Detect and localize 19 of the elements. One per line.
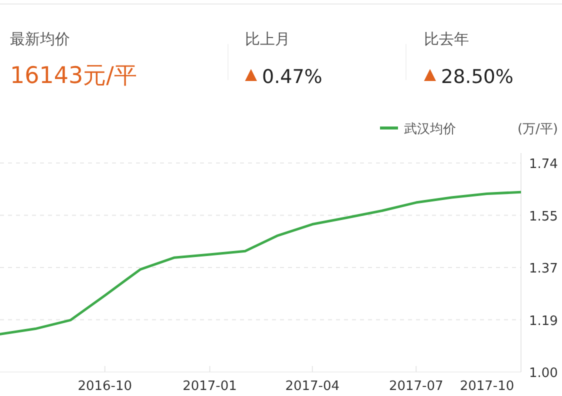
x-tick-label: 2017-01 (182, 379, 237, 394)
y-tick-label: 1.19 (529, 314, 558, 329)
legend-label: 武汉均价 (404, 122, 456, 137)
y-tick-label: 1.55 (529, 209, 558, 224)
y-axis-title: (万/平) (517, 122, 558, 137)
y-tick-label: 1.74 (529, 157, 558, 172)
chart-title: 最新均价 (10, 30, 70, 48)
text: 0.47% (262, 66, 322, 88)
text: 16143元/平 (10, 63, 137, 89)
line-series (0, 190, 521, 336)
x-tick-label: 2017-07 (388, 379, 444, 394)
text: 比上月 (245, 30, 290, 48)
text: 28.50% (441, 66, 514, 88)
y-tick-label: 1.37 (529, 262, 558, 276)
x-tick-label: 2017-10 (460, 379, 514, 394)
text: 比去年 (424, 30, 469, 48)
x-tick-label: 2017-04 (285, 379, 340, 394)
y-tick-label: 1.00 (529, 366, 558, 381)
x-tick-label: 2016-10 (78, 379, 132, 394)
